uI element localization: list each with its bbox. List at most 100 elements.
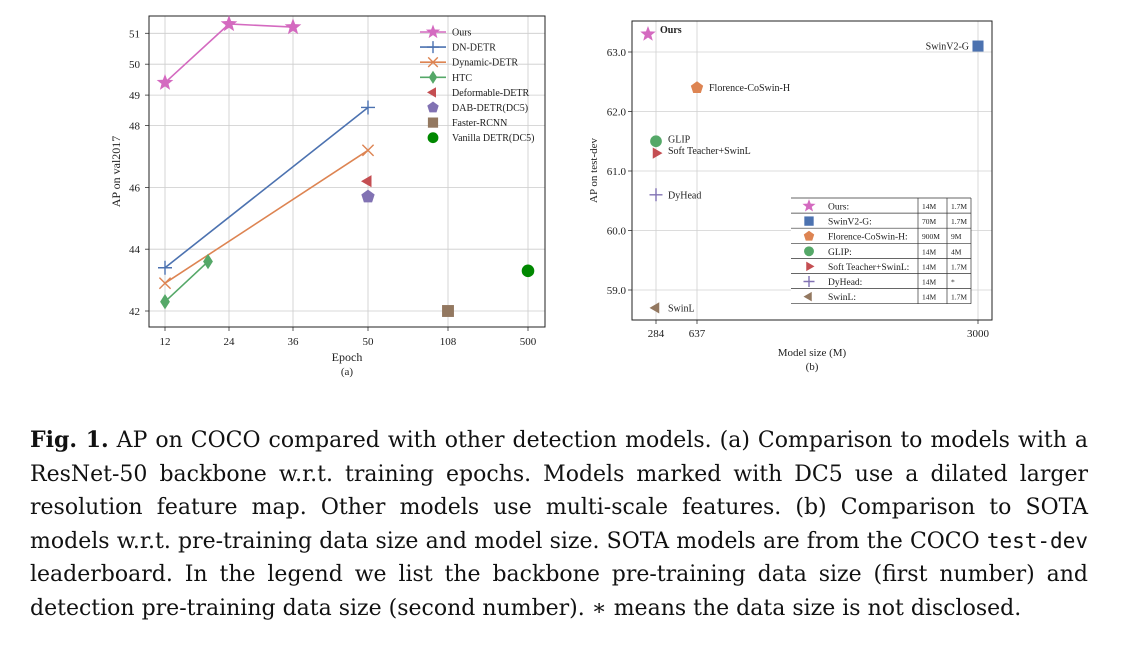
- y-tick-label-a: 42: [129, 306, 140, 318]
- chart-b: 59.0 60.0 61.0 62.0 63.0 284 637 3000 Model size…: [588, 20, 993, 373]
- x-tick-label-a: 36: [288, 336, 300, 348]
- series-vanilla-detr-dc5-marker: [521, 264, 535, 278]
- series-ours: [156, 15, 302, 90]
- x-tick-label-a: 500: [520, 336, 537, 348]
- series-faster-rcnn: [442, 305, 454, 317]
- legend-a: Ours DN-DETR Dynamic-DETR HTC Deformable-DET…: [420, 24, 535, 144]
- figure-canvas: 42 44 46 48 49 50 51 12 24 36 50 108 500 Epoch (a) AP o…: [109, 15, 993, 378]
- legend-row-ours-detection: 1.7M: [951, 202, 967, 211]
- x-axis-label-a: Epoch: [332, 350, 363, 364]
- legend-row-swinl-marker: [803, 291, 812, 302]
- x-tick-label-a: 24: [224, 336, 236, 348]
- y-tick-label-a: 46: [129, 182, 141, 194]
- legend-row-florence-coswin-h-backbone: 900M: [922, 232, 940, 241]
- x-tick-label-b: 637: [689, 328, 706, 340]
- point-florence-coswin-h-marker: [690, 81, 704, 93]
- x-axis-label-b: Model size (M): [778, 347, 847, 359]
- legend-row-soft-teacher-swinl-label: Soft Teacher+SwinL:: [828, 262, 909, 273]
- series-dn-detr-line: [164, 106, 369, 269]
- y-axis-label-b: AP on test-dev: [588, 138, 600, 203]
- legend-row-soft-teacher-swinl-backbone: 14M: [922, 262, 937, 271]
- legend-item-deformable-detr-marker: [427, 87, 436, 98]
- legend-row-glip-label: GLIP:: [828, 248, 852, 258]
- legend-row-glip-marker: [804, 246, 814, 257]
- legend-row-swinv2-g-marker: [804, 216, 814, 226]
- y-tick-label-a: 48: [129, 121, 141, 133]
- subtitle-a: (a): [341, 366, 354, 378]
- caption-text-2: leaderboard. In the legend we list the b…: [30, 562, 1088, 621]
- series-dynamic-detr-marker: [158, 277, 172, 290]
- legend-item-htc-marker: [428, 70, 438, 84]
- legend-row-florence-coswin-h: Florence-CoSwin-H: 900M 9M: [791, 230, 971, 244]
- series-dab-detr-dc5-marker: [361, 189, 375, 203]
- y-tick-label-b: 62.0: [607, 107, 627, 119]
- series-htc: [160, 253, 213, 310]
- legend-row-glip-backbone: 14M: [922, 247, 937, 256]
- legend-item-dn-detr-marker: [427, 41, 439, 54]
- point-dyhead-label: DyHead: [668, 190, 701, 201]
- legend-item-ours-label: Ours: [452, 28, 472, 39]
- point-swinl-label: SwinL: [668, 303, 695, 314]
- point-soft-teacher-swinl-label: Soft Teacher+SwinL: [668, 146, 751, 157]
- legend-item-dynamic-detr-marker: [427, 56, 439, 68]
- legend-row-swinv2-g-label: SwinV2-G:: [828, 218, 872, 228]
- series-vanilla-detr-dc5: [521, 264, 535, 278]
- plot-frame-b: [631, 20, 993, 321]
- series-deformable-detr: [361, 175, 372, 188]
- legend-row-dyhead-backbone: 14M: [922, 278, 937, 287]
- series-faster-rcnn-marker: [442, 305, 454, 317]
- legend-row-swinl: SwinL: 14M 1.7M: [791, 291, 971, 305]
- point-swinv2-g: SwinV2-G: [926, 40, 984, 53]
- legend-item-vanilla-detr-dc5-marker: [427, 132, 439, 144]
- legend-row-florence-coswin-h-label: Florence-CoSwin-H:: [828, 233, 908, 243]
- legend-row-soft-teacher-swinl-detection: 1.7M: [951, 262, 967, 271]
- legend-b: Ours: 14M 1.7M SwinV2-G: 70M 1.7M Florence-CoS…: [791, 197, 972, 305]
- legend-row-swinl-detection: 1.7M: [951, 293, 967, 302]
- point-swinl: SwinL: [649, 302, 695, 314]
- series-deformable-detr-marker: [361, 175, 372, 188]
- point-ours-label: Ours: [660, 25, 682, 36]
- legend-item-dynamic-detr-label: Dynamic-DETR: [452, 58, 518, 69]
- point-swinv2-g-label: SwinV2-G: [926, 42, 969, 53]
- legend-row-ours-label: Ours:: [828, 203, 849, 213]
- series-dab-detr-dc5: [361, 189, 375, 203]
- legend-row-soft-teacher-swinl: Soft Teacher+SwinL: 14M 1.7M: [791, 261, 971, 274]
- x-tick-label-a: 50: [363, 336, 375, 348]
- series-dynamic-detr-line: [164, 149, 369, 284]
- point-dyhead-marker: [649, 188, 663, 202]
- legend-item-deformable-detr-label: Deformable-DETR: [452, 88, 530, 99]
- legend-item-dn-detr-label: DN-DETR: [452, 43, 496, 54]
- point-florence-coswin-h-label: Florence-CoSwin-H: [709, 83, 790, 94]
- legend-item-dab-detr-dc5-marker: [427, 101, 439, 113]
- series-ours-marker: [284, 18, 302, 35]
- point-swinl-marker: [649, 302, 660, 314]
- caption-text-1: AP on COCO compared with other detection…: [30, 428, 1088, 554]
- legend-b-bg: [791, 197, 971, 305]
- series-dn-detr-marker: [158, 260, 172, 275]
- point-swinv2-g-marker: [972, 40, 984, 52]
- legend-row-soft-teacher-swinl-marker: [806, 261, 815, 272]
- caption-code: test-dev: [986, 528, 1088, 553]
- x-tick-label-b: 284: [648, 328, 665, 340]
- point-dyhead: DyHead: [649, 188, 701, 202]
- point-glip-label: GLIP: [668, 134, 691, 145]
- legend-row-florence-coswin-h-marker: [803, 230, 815, 241]
- point-glip: GLIP: [650, 134, 691, 148]
- y-tick-label-b: 59.0: [607, 285, 627, 297]
- series-ours-marker: [156, 73, 174, 90]
- legend-item-faster-rcnn-marker: [427, 117, 439, 128]
- y-tick-label-a: 44: [129, 244, 141, 256]
- series-ours-marker: [220, 15, 238, 32]
- legend-item-htc-label: HTC: [452, 73, 472, 84]
- legend-row-swinl-backbone: 14M: [922, 293, 937, 302]
- point-ours: Ours: [640, 25, 682, 41]
- legend-item-ours-marker: [425, 24, 441, 39]
- legend-row-florence-coswin-h-detection: 9M: [951, 232, 962, 241]
- series-dn-detr-marker: [361, 100, 375, 115]
- series-dynamic-detr-marker: [361, 144, 375, 157]
- legend-item-vanilla-detr-dc5-label: Vanilla DETR(DC5): [452, 133, 535, 144]
- legend-row-ours: Ours: 14M 1.7M: [791, 199, 971, 214]
- legend-row-dyhead: DyHead: 14M *: [791, 276, 971, 289]
- y-tick-label-a: 51: [129, 28, 140, 40]
- y-tick-label-a: 50: [129, 59, 141, 71]
